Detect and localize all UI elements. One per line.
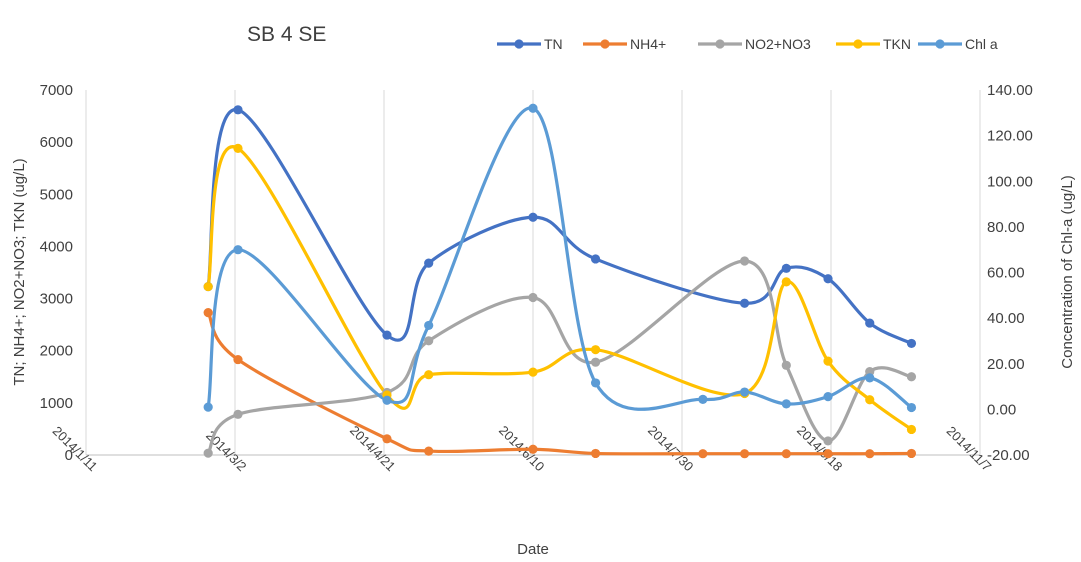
y-tick-label: 0 xyxy=(65,447,73,464)
y2-axis-ticks: -20.00 0.00 20.00 40.00 60.00 80.00 100.00 120.… xyxy=(987,82,1033,464)
data-point xyxy=(823,392,833,402)
legend-label: NO2+NO3 xyxy=(745,36,811,52)
data-point xyxy=(528,292,538,303)
y-tick-label: 5000 xyxy=(40,186,73,203)
y2-tick-label: 60.00 xyxy=(987,265,1025,282)
data-point xyxy=(823,356,833,366)
chart-title: SB 4 SE xyxy=(247,23,326,46)
data-point xyxy=(528,103,538,113)
data-point xyxy=(528,367,538,377)
data-point xyxy=(906,338,917,349)
x-axis-label: Date xyxy=(517,541,549,558)
data-point xyxy=(739,387,750,397)
y-tick-label: 2000 xyxy=(40,343,73,360)
legend-marker xyxy=(600,39,610,49)
data-point xyxy=(382,395,392,405)
data-point xyxy=(698,394,708,404)
legend-label: TKN xyxy=(883,36,911,52)
data-point xyxy=(233,245,243,255)
data-point xyxy=(906,372,917,382)
data-point xyxy=(203,448,213,458)
legend: TN NH4+ NO2+NO3 TKN Chl a xyxy=(497,36,998,52)
data-point xyxy=(739,449,750,459)
data-point xyxy=(590,378,601,388)
data-point xyxy=(865,395,875,405)
legend-label: NH4+ xyxy=(630,36,666,52)
data-point xyxy=(590,448,601,459)
data-point xyxy=(823,274,833,284)
data-point xyxy=(528,212,538,222)
y-tick-label: 3000 xyxy=(40,291,73,308)
data-point xyxy=(865,373,875,383)
legend-label: TN xyxy=(544,36,563,52)
series-points xyxy=(203,103,917,459)
legend-marker xyxy=(853,39,863,49)
data-point xyxy=(906,424,917,435)
legend-marker xyxy=(514,39,524,49)
data-point xyxy=(590,345,601,355)
legend-marker xyxy=(935,39,945,49)
data-point xyxy=(424,336,434,346)
data-point xyxy=(865,366,875,377)
legend-label: Chl a xyxy=(965,36,998,52)
y2-axis-label: Concentration of Chl-a (ug/L) xyxy=(1059,175,1076,368)
y2-tick-label: 80.00 xyxy=(987,219,1025,236)
data-point xyxy=(203,308,213,318)
data-point xyxy=(739,298,750,308)
data-point xyxy=(865,318,875,328)
data-point xyxy=(906,402,917,413)
series-line-0 xyxy=(206,108,914,346)
data-point xyxy=(823,449,833,459)
data-point xyxy=(698,449,708,459)
data-point xyxy=(233,105,243,115)
data-point xyxy=(590,357,601,367)
y-axis-ticks: 0 1000 2000 3000 4000 5000 6000 7000 xyxy=(40,82,73,464)
data-point xyxy=(233,409,243,419)
data-point xyxy=(424,370,434,380)
data-point xyxy=(382,330,392,340)
y-axis-label: TN; NH4+; NO2+NO3; TKN (ug/L) xyxy=(11,158,28,385)
data-point xyxy=(781,263,791,273)
data-point xyxy=(781,399,791,409)
data-point xyxy=(590,254,601,264)
data-point xyxy=(823,436,833,446)
data-point xyxy=(203,402,213,412)
data-point xyxy=(424,258,434,268)
y2-tick-label: 0.00 xyxy=(987,401,1016,418)
y-tick-label: 4000 xyxy=(40,238,73,255)
data-point xyxy=(865,449,875,459)
y-tick-label: 6000 xyxy=(40,134,73,151)
data-point xyxy=(424,446,434,456)
y-tick-label: 7000 xyxy=(40,82,73,99)
data-point xyxy=(781,277,791,287)
y2-tick-label: 100.00 xyxy=(987,173,1033,190)
data-point xyxy=(233,143,243,153)
y2-tick-label: 120.00 xyxy=(987,128,1033,145)
y-tick-label: 1000 xyxy=(40,395,73,412)
data-point xyxy=(781,360,791,370)
data-point xyxy=(233,354,243,365)
series-line-4 xyxy=(206,106,914,411)
data-point xyxy=(424,320,434,331)
y2-tick-label: -20.00 xyxy=(987,447,1030,464)
data-point xyxy=(781,449,791,459)
data-point xyxy=(739,256,750,266)
series-line-3 xyxy=(206,145,914,432)
legend-marker xyxy=(715,39,725,49)
data-point xyxy=(528,444,538,454)
data-point xyxy=(382,434,392,444)
y2-tick-label: 40.00 xyxy=(987,310,1025,327)
y2-tick-label: 140.00 xyxy=(987,82,1033,99)
y2-tick-label: 20.00 xyxy=(987,356,1025,373)
data-point xyxy=(203,281,213,292)
data-point xyxy=(906,448,917,459)
